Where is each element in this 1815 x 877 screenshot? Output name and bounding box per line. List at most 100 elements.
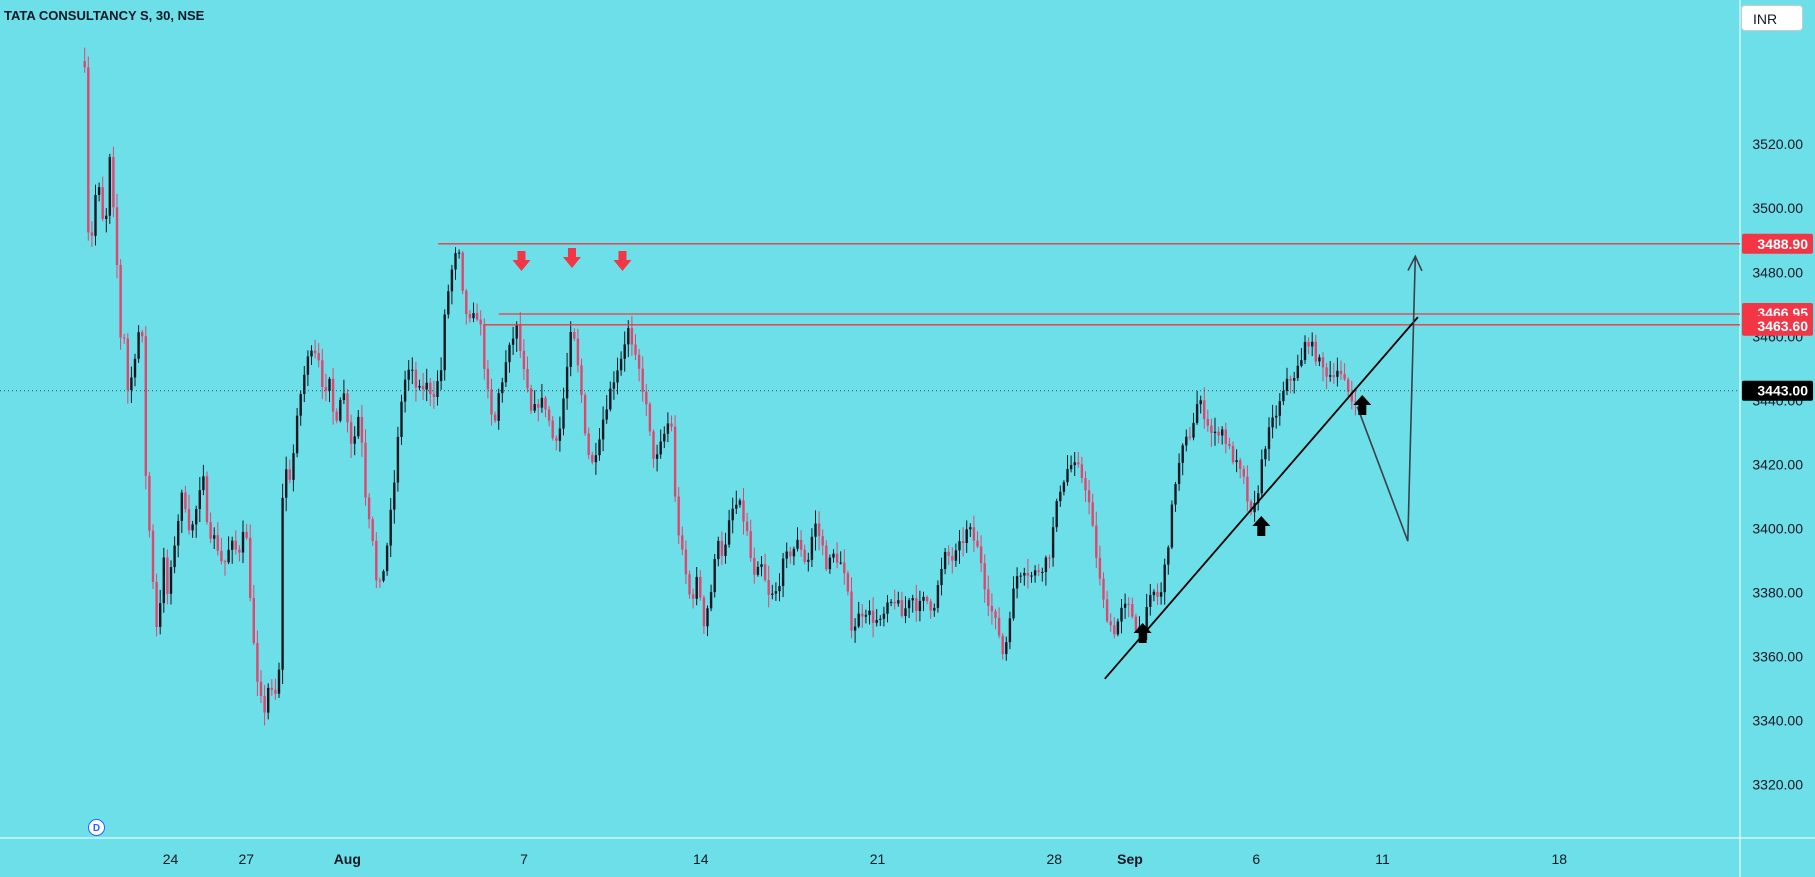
candle bbox=[1095, 511, 1098, 568]
candle bbox=[202, 464, 205, 496]
candle bbox=[101, 176, 104, 222]
candle bbox=[133, 353, 137, 387]
candle bbox=[1188, 427, 1192, 441]
candle bbox=[947, 545, 950, 565]
candle bbox=[303, 366, 306, 403]
candle bbox=[241, 520, 245, 564]
candle bbox=[432, 380, 436, 409]
candle bbox=[126, 333, 129, 404]
time-tick-label: 18 bbox=[1552, 851, 1568, 867]
candle bbox=[1091, 493, 1094, 528]
candle bbox=[169, 560, 173, 605]
candle bbox=[1105, 590, 1109, 623]
candle bbox=[681, 526, 684, 556]
candle bbox=[166, 549, 169, 605]
candle bbox=[1170, 500, 1174, 550]
candle bbox=[483, 318, 486, 380]
candle bbox=[1300, 348, 1303, 368]
time-axis[interactable]: 24 27 Aug 7 14 21 28 Sep 6 11 18 bbox=[163, 851, 1568, 867]
candle bbox=[713, 554, 716, 598]
candle bbox=[119, 259, 122, 350]
candle bbox=[580, 358, 583, 403]
candle bbox=[1321, 352, 1325, 382]
candle bbox=[1264, 446, 1267, 467]
candle bbox=[637, 349, 641, 382]
candle bbox=[1217, 426, 1220, 444]
candle bbox=[771, 584, 774, 600]
candle bbox=[979, 535, 983, 572]
candle bbox=[1159, 582, 1163, 605]
candle bbox=[990, 593, 994, 625]
candle bbox=[1123, 593, 1127, 619]
candle bbox=[108, 153, 111, 224]
candle bbox=[400, 394, 403, 445]
candle bbox=[231, 536, 234, 564]
candle bbox=[245, 524, 248, 540]
candle bbox=[349, 414, 353, 458]
candle bbox=[1271, 404, 1274, 439]
time-tick-label: Sep bbox=[1117, 851, 1143, 867]
candle bbox=[497, 388, 500, 430]
candle bbox=[357, 410, 360, 439]
candle bbox=[879, 615, 882, 626]
support-trendline[interactable] bbox=[1104, 316, 1419, 680]
candle bbox=[760, 556, 763, 577]
candle bbox=[918, 590, 922, 622]
candle bbox=[335, 408, 338, 424]
candle bbox=[961, 527, 965, 557]
candle bbox=[936, 580, 940, 613]
candle bbox=[951, 547, 954, 574]
candle bbox=[144, 326, 147, 490]
candle bbox=[688, 570, 691, 599]
candle bbox=[904, 596, 907, 624]
candle bbox=[810, 528, 814, 567]
candle bbox=[645, 384, 648, 416]
candle bbox=[97, 182, 101, 202]
candle bbox=[1293, 371, 1296, 394]
candle bbox=[861, 604, 864, 628]
candle bbox=[983, 554, 986, 603]
candle bbox=[792, 546, 796, 566]
time-tick-label: 11 bbox=[1375, 851, 1390, 867]
candle bbox=[486, 360, 490, 399]
candle bbox=[925, 595, 929, 605]
price-tick-label: 3500.00 bbox=[1752, 200, 1803, 216]
candle bbox=[1260, 449, 1263, 499]
candle bbox=[439, 357, 443, 390]
candle bbox=[342, 379, 346, 405]
candle bbox=[540, 384, 544, 413]
candle bbox=[619, 351, 623, 376]
candle bbox=[997, 607, 1001, 639]
projection-path[interactable] bbox=[1356, 256, 1417, 542]
candle bbox=[130, 366, 133, 403]
candle bbox=[623, 331, 626, 372]
candle bbox=[1033, 565, 1037, 583]
candle bbox=[803, 544, 806, 565]
candle bbox=[353, 426, 356, 456]
candle bbox=[1239, 457, 1242, 479]
candle bbox=[375, 532, 378, 589]
candle bbox=[1325, 362, 1328, 389]
candle bbox=[738, 498, 742, 508]
candle bbox=[835, 542, 839, 569]
candle bbox=[573, 328, 576, 342]
candle bbox=[112, 146, 115, 218]
candle bbox=[1037, 563, 1040, 577]
candle bbox=[663, 426, 666, 449]
candle bbox=[1231, 441, 1235, 465]
candle bbox=[1221, 426, 1224, 445]
up-arrow-icon bbox=[1252, 516, 1271, 536]
candle bbox=[421, 373, 425, 401]
candle bbox=[1069, 455, 1073, 473]
candle bbox=[324, 373, 328, 402]
candle bbox=[454, 247, 457, 280]
currency-button[interactable]: INR bbox=[1741, 5, 1803, 31]
candle bbox=[313, 339, 317, 359]
candle bbox=[1228, 437, 1231, 450]
candle bbox=[796, 527, 799, 552]
dividend-icon[interactable]: D bbox=[88, 819, 105, 836]
candle bbox=[1131, 597, 1134, 619]
candle bbox=[267, 683, 270, 720]
